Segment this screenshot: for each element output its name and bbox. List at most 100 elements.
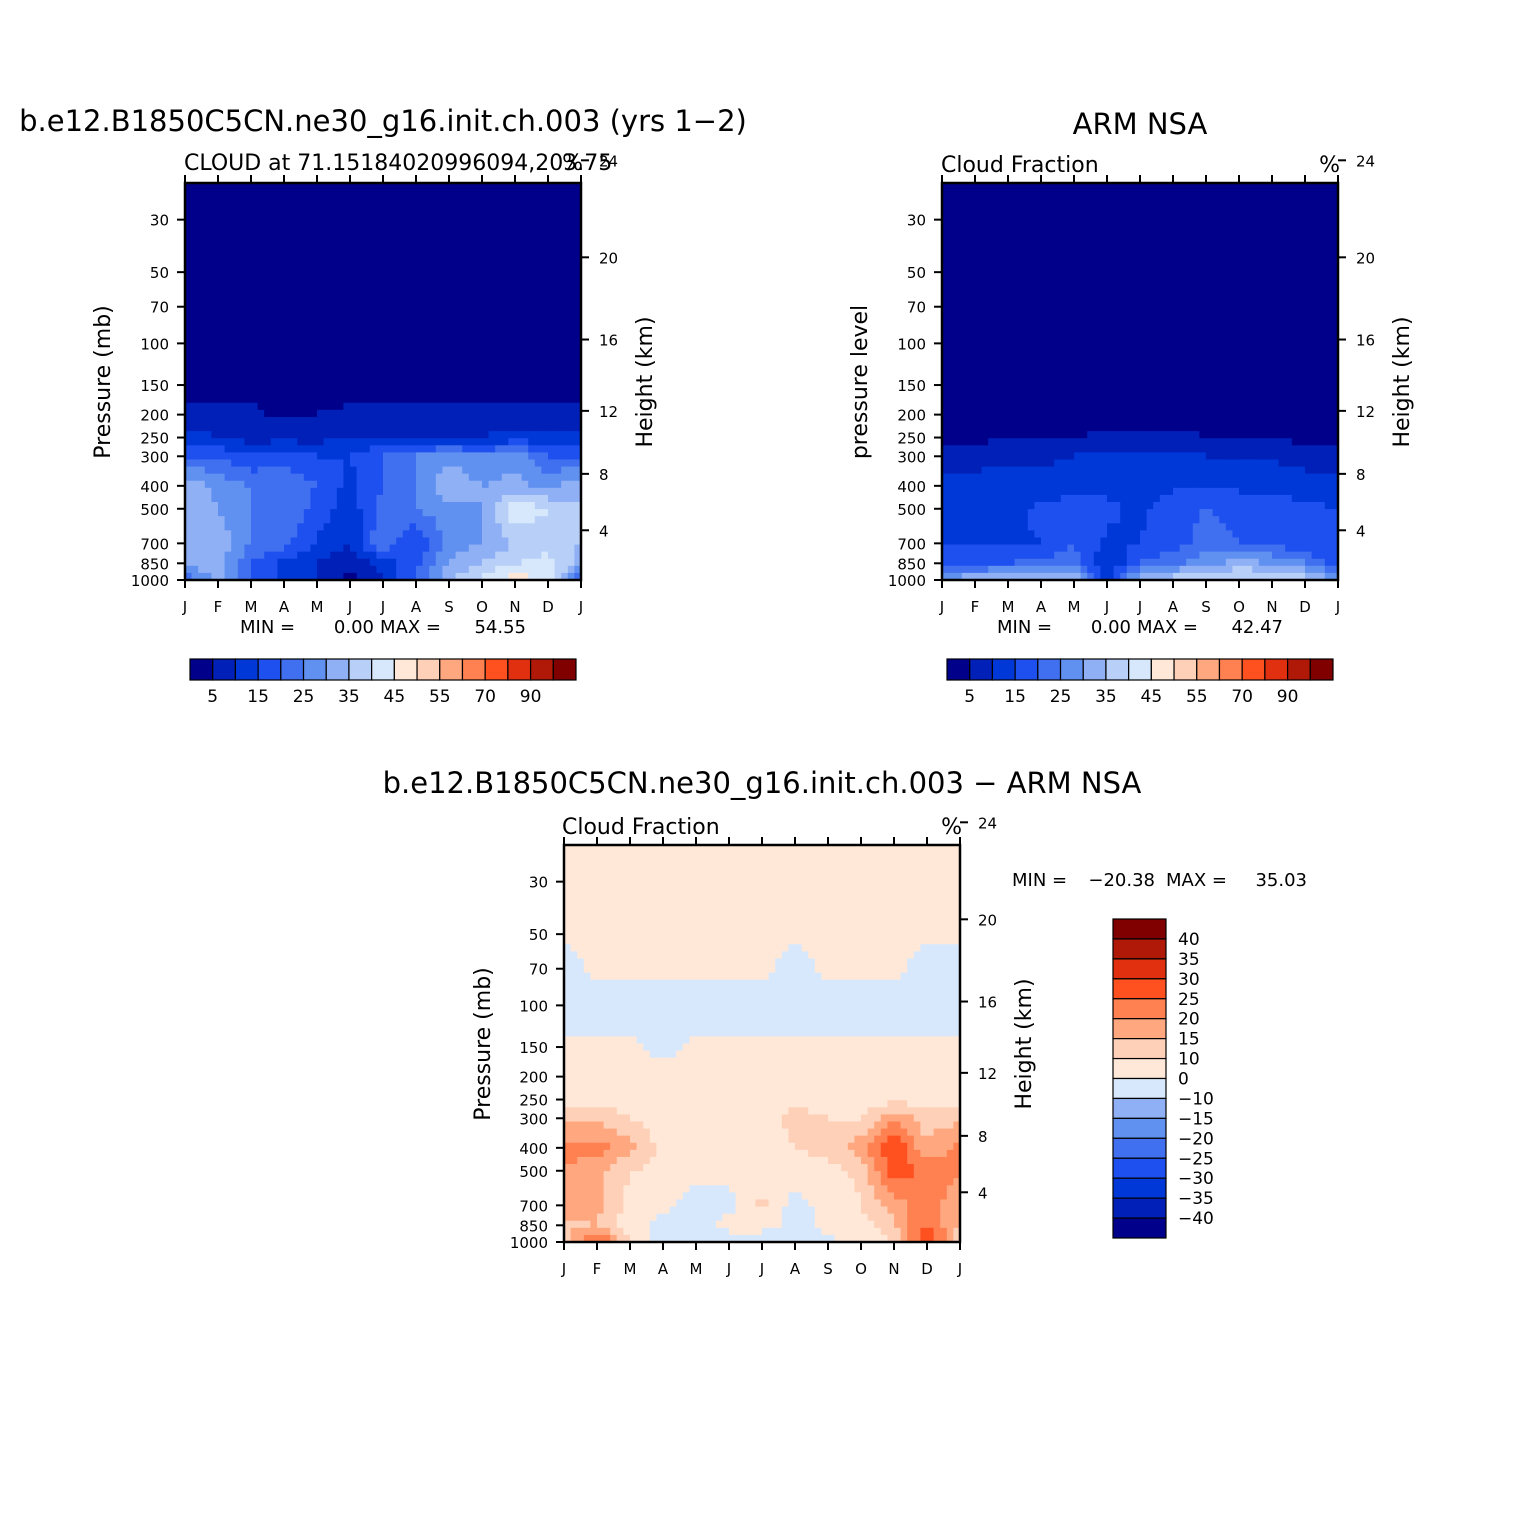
model-field-cell xyxy=(435,388,443,397)
obs-field-cell xyxy=(1219,310,1227,319)
model-field-cell xyxy=(231,346,239,354)
model-field-cell xyxy=(257,537,265,546)
obs-field-cell xyxy=(1034,360,1042,368)
model-field-cell xyxy=(389,360,397,368)
model-field-cell xyxy=(475,204,483,212)
model-field-cell xyxy=(277,183,285,191)
obs-field-cell xyxy=(1239,289,1247,298)
model-field-cell xyxy=(508,275,516,283)
model-field-cell xyxy=(369,388,377,397)
model-field-cell xyxy=(284,338,292,347)
obs-field-cell xyxy=(1245,296,1253,305)
model-field-cell xyxy=(442,360,450,368)
model-colorbar-label: 25 xyxy=(293,687,315,707)
obs-field-cell xyxy=(1074,225,1082,234)
model-field-cell xyxy=(218,353,226,361)
obs-field-cell xyxy=(1153,324,1161,333)
obs-field-cell xyxy=(1107,324,1115,333)
model-field-cell xyxy=(462,431,470,439)
model-field-cell xyxy=(330,431,338,439)
model-colorbar-box xyxy=(393,658,418,681)
model-field-cell xyxy=(383,260,391,269)
model-field-cell xyxy=(475,558,483,567)
obs-field-cell xyxy=(1166,225,1174,234)
model-field-cell xyxy=(541,494,549,503)
obs-field-cell xyxy=(1008,353,1016,361)
model-field-cell xyxy=(323,367,331,376)
obs-field-cell xyxy=(1265,218,1273,227)
obs-field-cell xyxy=(1324,211,1332,220)
model-field-cell xyxy=(574,494,582,503)
obs-field-cell xyxy=(1107,190,1115,198)
obs-subtitle: Cloud Fraction xyxy=(941,153,1099,178)
model-field-cell xyxy=(369,516,377,524)
model-field-cell xyxy=(264,211,272,220)
model-field-cell xyxy=(383,473,391,482)
model-field-cell xyxy=(284,331,292,340)
model-field-cell xyxy=(356,246,364,255)
obs-field-cell xyxy=(1074,260,1082,269)
obs-field-cell xyxy=(1100,282,1108,290)
obs-field-cell xyxy=(1225,346,1233,354)
model-field-cell xyxy=(376,487,384,496)
obs-field-cell xyxy=(1239,310,1247,319)
model-field-cell xyxy=(356,424,364,432)
obs-field-cell xyxy=(1245,289,1253,298)
obs-field-cell xyxy=(1331,232,1339,241)
model-field-cell xyxy=(541,473,549,482)
obs-field-cell xyxy=(942,353,950,361)
obs-field-cell xyxy=(1192,346,1200,354)
obs-field-cell xyxy=(1100,225,1108,234)
model-field-cell xyxy=(402,473,410,482)
model-field-cell xyxy=(468,282,476,290)
obs-field-cell xyxy=(1212,253,1220,262)
obs-field-cell xyxy=(1278,246,1286,255)
model-field-cell xyxy=(211,438,219,446)
model-field-cell xyxy=(330,480,338,489)
obs-field-cell xyxy=(1146,324,1154,333)
model-field-cell xyxy=(257,204,265,212)
obs-field-cell xyxy=(981,324,989,333)
model-field-cell xyxy=(343,381,351,390)
model-field-cell xyxy=(389,551,397,560)
obs-field-cell xyxy=(1166,239,1174,248)
model-field-cell xyxy=(482,409,490,418)
obs-field-cell xyxy=(1291,296,1299,305)
obs-field-cell xyxy=(1298,197,1306,205)
obs-field-cell xyxy=(1305,218,1313,227)
obs-field-cell xyxy=(1100,239,1108,248)
model-field-cell xyxy=(204,253,212,262)
model-field-cell xyxy=(317,353,325,361)
model-field-cell xyxy=(468,204,476,212)
obs-field-cell xyxy=(1285,204,1293,212)
obs-field-cell xyxy=(1311,268,1319,276)
model-field-cell xyxy=(574,402,582,411)
obs-field-cell xyxy=(1100,183,1108,191)
model-field-cell xyxy=(237,232,245,241)
obs-field-cell xyxy=(1298,289,1306,298)
model-field-cell xyxy=(455,232,463,241)
model-field-cell xyxy=(237,530,245,539)
obs-field-cell xyxy=(1133,232,1141,241)
model-field-cell xyxy=(455,360,463,368)
model-field-cell xyxy=(290,431,298,439)
model-field-cell xyxy=(501,551,509,560)
model-field-cell xyxy=(376,466,384,475)
model-field-cell xyxy=(231,331,239,340)
model-field-cell xyxy=(574,445,582,453)
model-field-cell xyxy=(237,324,245,333)
obs-field-cell xyxy=(1219,204,1227,212)
model-field-cell xyxy=(218,487,226,496)
obs-field-cell xyxy=(1133,253,1141,262)
model-field-cell xyxy=(224,530,232,539)
model-x-tick-label: N xyxy=(509,598,520,616)
model-field-cell xyxy=(396,197,404,205)
model-field-cell xyxy=(488,572,496,581)
model-field-cell xyxy=(515,452,523,461)
obs-field-cell xyxy=(1219,324,1227,333)
obs-field-cell xyxy=(1298,239,1306,248)
model-field-cell xyxy=(204,183,212,191)
obs-field-cell xyxy=(1272,338,1280,347)
model-field-cell xyxy=(303,409,311,418)
model-field-cell xyxy=(204,232,212,241)
